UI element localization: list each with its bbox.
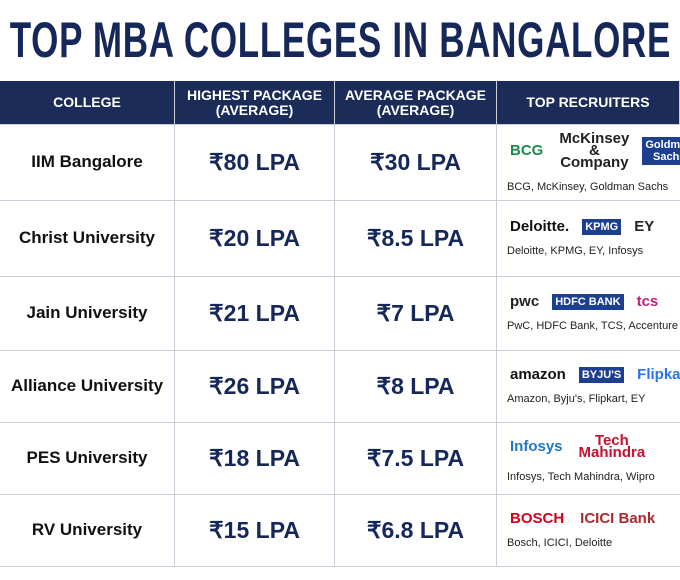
college-name: Christ University bbox=[18, 228, 156, 247]
recruiter-logo: Goldman Sachs bbox=[642, 137, 680, 165]
college-name: Jain University bbox=[26, 303, 148, 322]
college-name: Alliance University bbox=[10, 376, 164, 395]
average-package: ₹30 LPA bbox=[370, 148, 461, 175]
average-package: ₹8 LPA bbox=[376, 372, 455, 399]
logo-row: BOSCH ICICI Bank bbox=[507, 511, 658, 527]
title-banner: TOP MBA COLLEGES IN BANGALORE bbox=[0, 0, 680, 80]
highest-package: ₹20 LPA bbox=[209, 224, 300, 251]
header-cell: HIGHEST PACKAGE (AVERAGE) bbox=[175, 81, 335, 124]
header-cell: COLLEGE bbox=[0, 81, 175, 124]
recruiter-logo: BYJU'S bbox=[578, 367, 625, 383]
recruiter-logo: BCG bbox=[510, 142, 544, 159]
college-cell: Christ University bbox=[0, 200, 175, 276]
recruiter-logo: EY bbox=[634, 218, 655, 235]
recruiter-logo: Infosys bbox=[510, 438, 563, 455]
average-cell: ₹8.5 LPA bbox=[335, 200, 497, 276]
average-cell: ₹30 LPA bbox=[335, 124, 497, 200]
table-row: Alliance University ₹26 LPA ₹8 LPA amazon BY… bbox=[0, 350, 680, 423]
average-package: ₹7.5 LPA bbox=[366, 444, 465, 471]
recruiters-cell: BOSCH ICICI Bank Bosch, ICICI, Deloitte bbox=[497, 494, 680, 566]
recruiters-cell: Deloitte. KPMG EY Deloitte, KPMG, EY, Infos… bbox=[497, 200, 680, 276]
recruiter-list: Amazon, Byju's, Flipkart, EY bbox=[507, 393, 646, 405]
recruiters-cell: pwc HDFC BANK tcs PwC, HDFC Bank, TCS, Acce… bbox=[497, 276, 680, 350]
logo-row: Infosys Tech Mahindra bbox=[507, 433, 648, 461]
college-cell: PES University bbox=[0, 422, 175, 494]
recruiter-logo: KPMG bbox=[582, 219, 622, 235]
header-cell: AVERAGE PACKAGE (AVERAGE) bbox=[335, 81, 497, 124]
recruiter-list: PwC, HDFC Bank, TCS, Accenture bbox=[507, 320, 678, 332]
recruiter-logo: pwc bbox=[510, 293, 540, 310]
recruiter-logo: McKinsey & Company bbox=[559, 130, 630, 171]
highest-cell: ₹15 LPA bbox=[175, 494, 335, 566]
logo-row: pwc HDFC BANK tcs bbox=[507, 294, 661, 310]
table-row: IIM Bangalore ₹80 LPA ₹30 LPA BCG McKinsey &… bbox=[0, 124, 680, 201]
college-name: IIM Bangalore bbox=[31, 152, 143, 171]
highest-package: ₹21 LPA bbox=[209, 299, 300, 326]
highest-package: ₹26 LPA bbox=[209, 372, 300, 399]
highest-package: ₹18 LPA bbox=[209, 444, 300, 471]
college-cell: Alliance University bbox=[0, 350, 175, 422]
header-row: COLLEGE HIGHEST PACKAGE (AVERAGE) AVERAGE … bbox=[0, 81, 680, 125]
recruiter-logo: amazon bbox=[510, 366, 566, 383]
college-cell: Jain University bbox=[0, 276, 175, 350]
logo-row: Deloitte. KPMG EY bbox=[507, 219, 657, 235]
college-cell: RV University bbox=[0, 494, 175, 566]
table-row: PES University ₹18 LPA ₹7.5 LPA Infosys Tech… bbox=[0, 422, 680, 495]
title: TOP MBA COLLEGES IN BANGALORE bbox=[9, 12, 671, 68]
table-row: RV University ₹15 LPA ₹6.8 LPA BOSCH ICICI B… bbox=[0, 494, 680, 567]
highest-cell: ₹26 LPA bbox=[175, 350, 335, 422]
logo-row: BCG McKinsey & Company Goldman Sachs bbox=[507, 131, 680, 171]
average-package: ₹6.8 LPA bbox=[366, 516, 465, 543]
recruiter-logo: Flipkart bbox=[637, 366, 680, 383]
average-cell: ₹7.5 LPA bbox=[335, 422, 497, 494]
recruiters-cell: amazon BYJU'S Flipkart Amazon, Byju's, Flip… bbox=[497, 350, 680, 422]
header-cell: TOP RECRUITERS bbox=[497, 81, 680, 124]
average-cell: ₹6.8 LPA bbox=[335, 494, 497, 566]
recruiters-cell: BCG McKinsey & Company Goldman Sachs BCG, M… bbox=[497, 124, 680, 200]
college-name: PES University bbox=[26, 448, 148, 467]
recruiter-list: Infosys, Tech Mahindra, Wipro bbox=[507, 471, 655, 483]
highest-package: ₹15 LPA bbox=[209, 516, 300, 543]
highest-cell: ₹21 LPA bbox=[175, 276, 335, 350]
recruiter-logo: BOSCH bbox=[510, 510, 565, 527]
average-cell: ₹7 LPA bbox=[335, 276, 497, 350]
college-cell: IIM Bangalore bbox=[0, 124, 175, 200]
average-package: ₹7 LPA bbox=[376, 299, 455, 326]
recruiter-list: Deloitte, KPMG, EY, Infosys bbox=[507, 245, 644, 257]
recruiters-cell: Infosys Tech Mahindra Infosys, Tech Mahind… bbox=[497, 422, 680, 494]
highest-cell: ₹18 LPA bbox=[175, 422, 335, 494]
highest-cell: ₹80 LPA bbox=[175, 124, 335, 200]
highest-cell: ₹20 LPA bbox=[175, 200, 335, 276]
table-row: Jain University ₹21 LPA ₹7 LPA pwc HDFC BANK… bbox=[0, 276, 680, 351]
college-name: RV University bbox=[31, 520, 143, 539]
table-row: Christ University ₹20 LPA ₹8.5 LPA Deloitte… bbox=[0, 200, 680, 277]
highest-package: ₹80 LPA bbox=[209, 148, 300, 175]
recruiter-list: Bosch, ICICI, Deloitte bbox=[507, 537, 613, 549]
recruiter-logo: tcs bbox=[636, 293, 659, 310]
recruiter-logo: Tech Mahindra bbox=[578, 432, 646, 461]
recruiter-logo: Deloitte. bbox=[510, 218, 570, 235]
average-package: ₹8.5 LPA bbox=[366, 224, 465, 251]
logo-row: amazon BYJU'S Flipkart bbox=[507, 367, 680, 383]
recruiter-logo: HDFC BANK bbox=[552, 294, 624, 310]
recruiter-list: BCG, McKinsey, Goldman Sachs bbox=[507, 181, 669, 193]
average-cell: ₹8 LPA bbox=[335, 350, 497, 422]
recruiter-logo: ICICI Bank bbox=[580, 510, 656, 527]
